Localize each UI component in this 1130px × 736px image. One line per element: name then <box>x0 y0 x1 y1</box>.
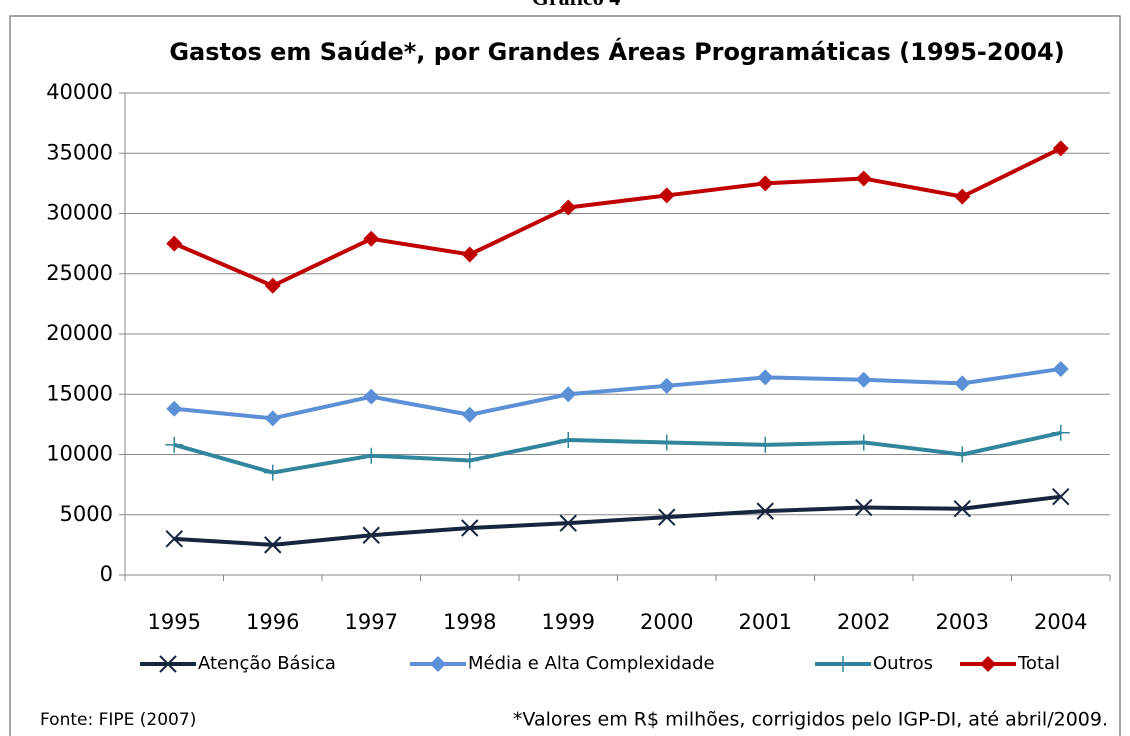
x-tick-label: 1995 <box>148 610 201 634</box>
legend-label: Média e Alta Complexidade <box>468 653 715 674</box>
marker <box>430 656 446 672</box>
marker <box>166 400 183 417</box>
marker <box>855 371 872 388</box>
marker <box>264 277 281 294</box>
marker <box>855 498 873 517</box>
y-tick-label: 30000 <box>46 201 113 225</box>
marker <box>362 447 381 464</box>
marker <box>657 434 676 451</box>
marker <box>165 530 183 548</box>
y-tick-label: 20000 <box>46 321 113 345</box>
marker <box>658 187 675 204</box>
marker <box>1052 360 1069 377</box>
marker <box>263 464 282 481</box>
chart-title: Gastos em Saúde*, por Grandes Áreas Prog… <box>169 37 1064 66</box>
marker <box>854 434 873 451</box>
marker <box>1051 424 1070 441</box>
marker <box>559 432 578 449</box>
y-tick-label: 25000 <box>46 261 113 285</box>
marker <box>757 175 774 192</box>
marker <box>834 656 852 672</box>
x-tick-label: 2002 <box>837 610 890 634</box>
marker <box>658 377 675 394</box>
marker <box>1052 140 1069 157</box>
y-tick-label: 15000 <box>46 381 113 405</box>
series-line <box>173 430 1062 475</box>
marker <box>953 446 972 463</box>
legend-label: Atenção Básica <box>198 653 336 674</box>
series-line <box>174 366 1062 421</box>
x-tick-label: 1996 <box>246 610 299 634</box>
marker <box>460 452 479 469</box>
y-tick-label: 10000 <box>46 442 113 466</box>
legend-label: Outros <box>873 653 933 674</box>
marker <box>363 230 380 247</box>
x-tick-label: 2000 <box>640 610 693 634</box>
x-tick-label: 1997 <box>345 610 398 634</box>
x-tick-label: 2001 <box>739 610 792 634</box>
marker <box>855 170 872 187</box>
x-tick-label: 2004 <box>1034 610 1087 634</box>
marker <box>757 369 774 386</box>
marker <box>1052 487 1070 506</box>
marker <box>559 514 577 532</box>
marker <box>953 500 971 518</box>
marker <box>954 375 971 392</box>
y-tick-label: 0 <box>100 562 113 586</box>
marker <box>560 386 577 403</box>
marker <box>980 656 996 672</box>
marker <box>756 436 775 453</box>
marker <box>756 502 774 520</box>
marker <box>165 436 184 453</box>
y-tick-label: 40000 <box>46 80 113 104</box>
y-tick-label: 5000 <box>60 502 113 526</box>
note: *Valores em R$ milhões, corrigidos pelo … <box>513 709 1108 731</box>
x-tick-label: 1998 <box>443 610 496 634</box>
legend-label: Total <box>1017 653 1060 674</box>
marker <box>560 199 577 216</box>
marker <box>954 188 971 205</box>
source: Fonte: FIPE (2007) <box>40 710 196 730</box>
marker <box>264 536 282 554</box>
marker <box>461 246 478 263</box>
marker <box>264 410 281 427</box>
frame <box>9 15 1121 736</box>
series-line <box>174 494 1061 547</box>
y-tick-label: 35000 <box>46 140 113 164</box>
marker <box>461 406 478 423</box>
heading: Gráfico 4 <box>532 0 621 10</box>
marker <box>166 235 183 252</box>
marker <box>658 508 676 526</box>
marker <box>461 519 479 537</box>
marker <box>159 655 177 673</box>
x-tick-label: 2003 <box>936 610 989 634</box>
marker <box>362 526 380 544</box>
marker <box>363 388 380 405</box>
x-tick-label: 1999 <box>542 610 595 634</box>
series-line <box>173 146 1062 288</box>
